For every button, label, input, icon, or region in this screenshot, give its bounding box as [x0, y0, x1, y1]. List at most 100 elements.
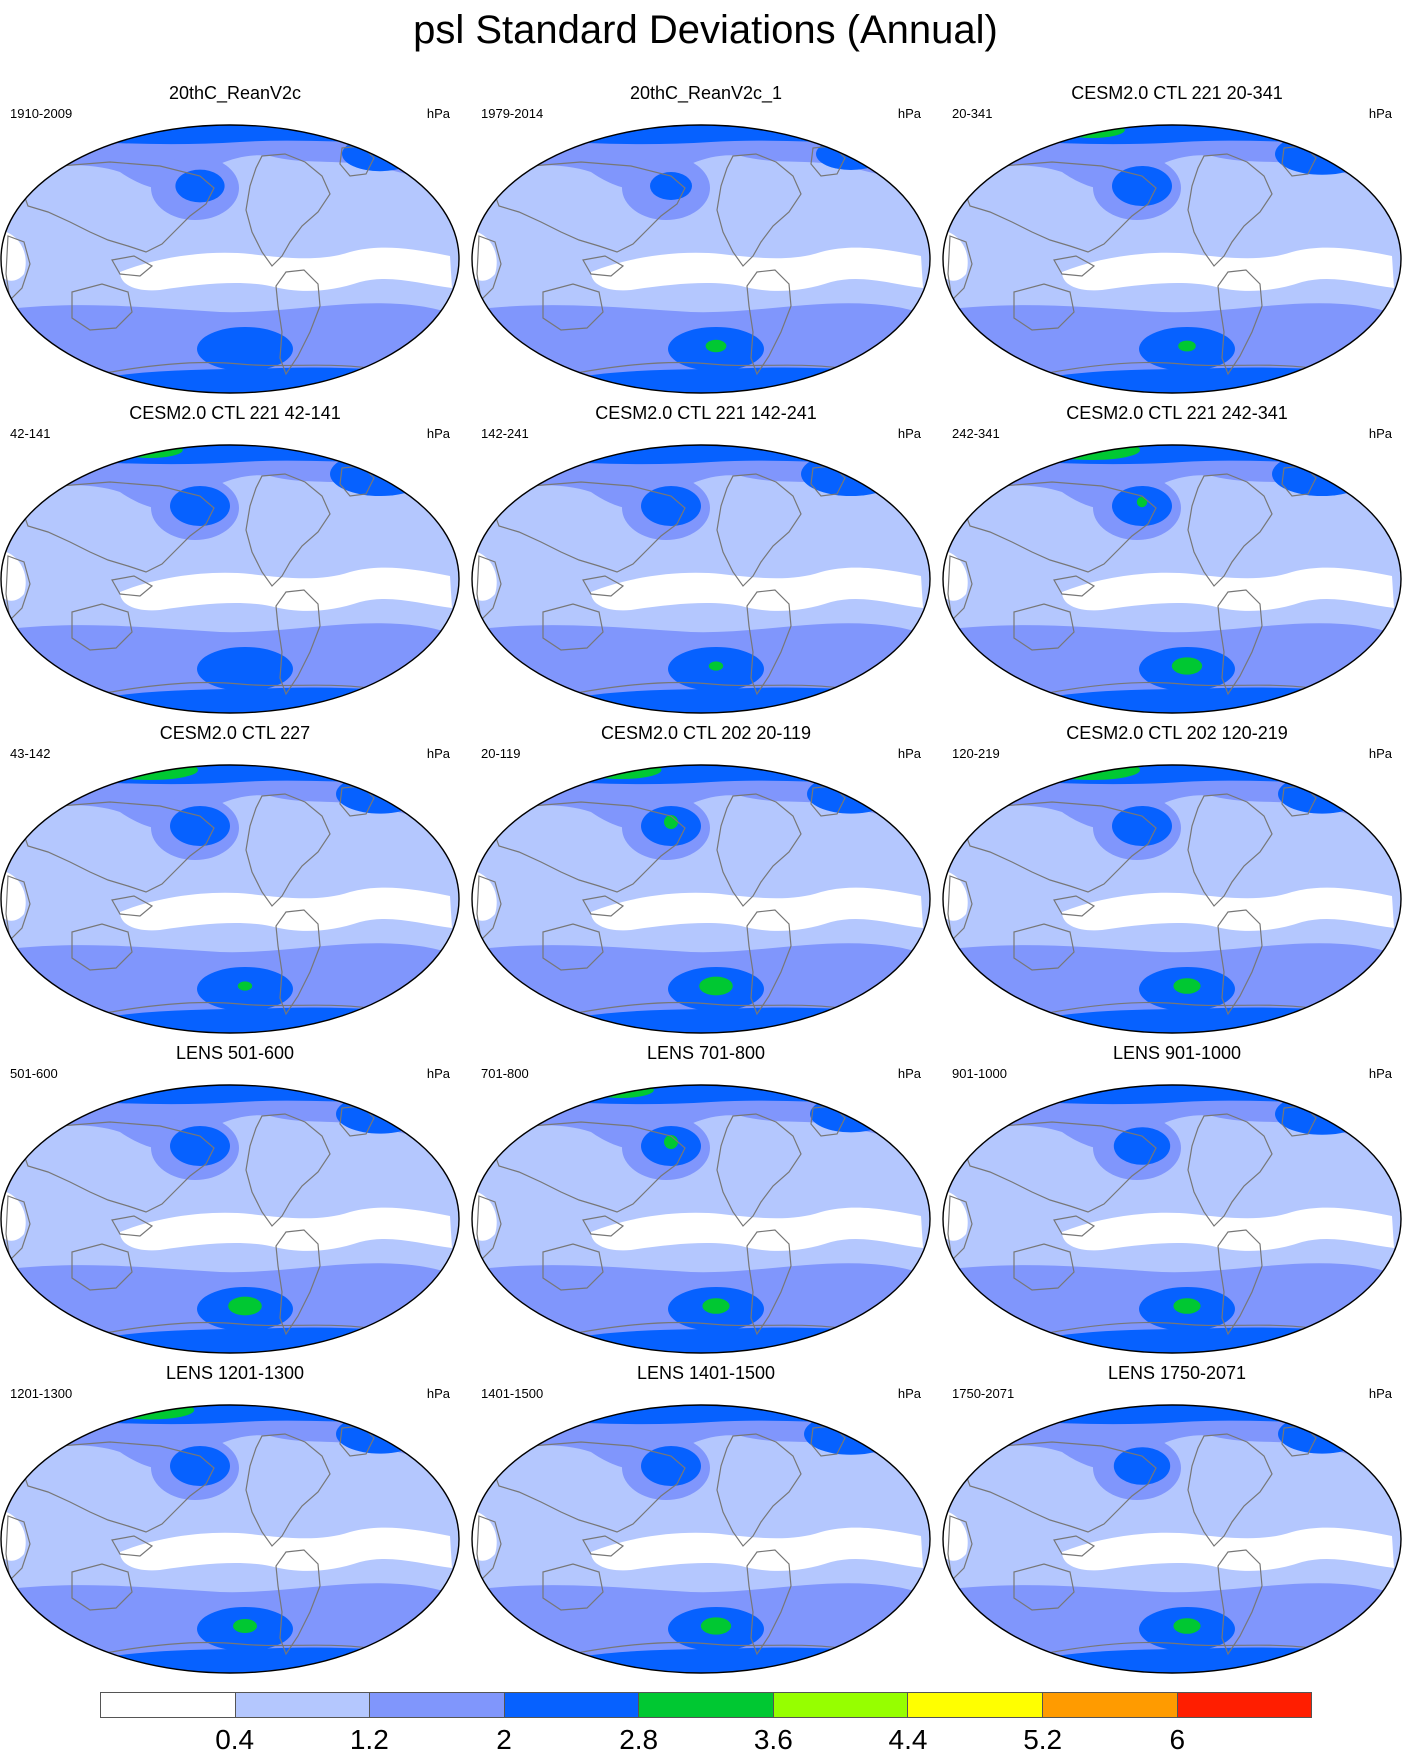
- coastline: [947, 1515, 973, 1582]
- southern-ocean-peak: [702, 1298, 730, 1314]
- coastline: [245, 473, 331, 587]
- arctic-maximum: [531, 445, 891, 465]
- colorbar-box: [1177, 1693, 1312, 1717]
- coastline: [5, 555, 31, 622]
- north-atlantic-maximum: [1278, 774, 1366, 814]
- colorbar-label: 2: [496, 1724, 512, 1755]
- tropical-minimum: [591, 1527, 923, 1571]
- arctic-maximum: [60, 445, 420, 465]
- tropical-minimum: [1062, 1207, 1394, 1251]
- coastline: [1053, 1535, 1096, 1557]
- colorbar-box: [504, 1693, 640, 1717]
- map-panel: CESM2.0 CTL 202 120-219 120-219 hPa: [942, 722, 1411, 1042]
- map-border: [0, 764, 460, 1034]
- colorbar-box: [908, 1693, 1043, 1717]
- panel-units: hPa: [426, 106, 450, 121]
- arctic-maximum: [531, 1405, 891, 1425]
- coastline: [961, 481, 1157, 573]
- coastline: [961, 1121, 1157, 1213]
- panel-units: hPa: [897, 1386, 921, 1401]
- map-panel: CESM2.0 CTL 221 42-141 42-141 hPa: [0, 402, 470, 722]
- arctic-maximum: [60, 1405, 420, 1425]
- map-border: [942, 1404, 1402, 1674]
- coastline: [71, 603, 133, 651]
- north-atlantic-maximum: [336, 774, 424, 814]
- panel-units: hPa: [1368, 426, 1392, 441]
- panel-period: 142-241: [481, 426, 529, 441]
- coastline: [245, 1113, 331, 1227]
- coastline: [476, 235, 502, 302]
- north-atlantic-maximum: [816, 138, 886, 170]
- north-pacific-maximum: [641, 1446, 701, 1486]
- north-atlantic-maximum: [336, 1094, 424, 1134]
- coastline: [71, 1243, 133, 1291]
- map-plot: [942, 1084, 1402, 1354]
- coastline: [582, 1215, 625, 1237]
- tropical-minimum: [120, 887, 452, 931]
- coastline: [19, 161, 215, 253]
- panel-period: 701-800: [481, 1066, 529, 1081]
- map-plot: [0, 1084, 460, 1354]
- panel-units: hPa: [426, 746, 450, 761]
- map-border: [0, 1404, 460, 1674]
- coastline: [947, 1195, 973, 1262]
- map-panel: CESM2.0 CTL 227 43-142 hPa: [0, 722, 470, 1042]
- coastline: [1187, 473, 1273, 587]
- tropical-minimum: [1062, 887, 1394, 931]
- coastline: [19, 1441, 215, 1533]
- coastline: [582, 255, 625, 277]
- tropical-minimum: [591, 887, 923, 931]
- arctic-maximum: [531, 1085, 891, 1105]
- map-panel: LENS 1750-2071 1750-2071 hPa: [942, 1362, 1411, 1682]
- southern-ocean-peak: [237, 981, 253, 991]
- panel-units: hPa: [426, 426, 450, 441]
- coastline: [1013, 1563, 1075, 1611]
- panel-title: CESM2.0 CTL 221 20-341: [1071, 83, 1283, 103]
- coastline: [1013, 923, 1075, 971]
- map-border: [942, 124, 1402, 394]
- map-border: [471, 124, 931, 394]
- north-pacific-maximum: [1112, 806, 1172, 846]
- coastline: [71, 283, 133, 331]
- coastline: [1187, 793, 1273, 907]
- coastline: [245, 153, 331, 267]
- map-panel: LENS 501-600 501-600 hPa: [0, 1042, 470, 1362]
- colorbar-label: 0.4: [215, 1724, 255, 1755]
- north-pacific-maximum: [175, 169, 225, 203]
- coastline: [71, 1563, 133, 1611]
- coastline: [490, 161, 686, 253]
- coastline: [111, 895, 154, 917]
- map-panel: LENS 901-1000 901-1000 hPa: [942, 1042, 1411, 1362]
- coastline: [1053, 575, 1096, 597]
- coastline: [1013, 1243, 1075, 1291]
- map-panel: 20thC_ReanV2c 1910-2009 hPa: [0, 82, 470, 402]
- north-pacific-maximum: [170, 1446, 230, 1486]
- southern-ocean-peak: [1171, 657, 1203, 675]
- panel-units: hPa: [1368, 1066, 1392, 1081]
- panel-title: LENS 901-1000: [1112, 1043, 1242, 1063]
- north-pacific-maximum: [170, 486, 230, 526]
- map-plot: [942, 124, 1402, 394]
- north-atlantic-maximum: [1275, 1093, 1369, 1135]
- coastline: [961, 1441, 1157, 1533]
- panel-units: hPa: [426, 1386, 450, 1401]
- arctic-maximum: [1002, 125, 1362, 145]
- southern-ocean-peak: [699, 976, 733, 996]
- coastline: [716, 153, 802, 267]
- map-panel: CESM2.0 CTL 221 142-241 142-241 hPa: [471, 402, 941, 722]
- tropical-minimum: [120, 1207, 452, 1251]
- panel-units: hPa: [897, 746, 921, 761]
- coastline: [111, 255, 154, 277]
- north-atlantic-maximum: [804, 1413, 898, 1455]
- map-border: [0, 1084, 460, 1354]
- coastline: [947, 235, 973, 302]
- panel-period: 501-600: [10, 1066, 58, 1081]
- arctic-maximum: [1002, 1085, 1362, 1105]
- panel-units: hPa: [897, 426, 921, 441]
- map-plot: [942, 764, 1402, 1034]
- colorbar: [100, 1692, 1312, 1718]
- southern-ocean-peak: [233, 1619, 257, 1633]
- map-panel: 20thC_ReanV2c_1 1979-2014 hPa: [471, 82, 941, 402]
- coastline: [1187, 1113, 1273, 1227]
- panel-title: 20thC_ReanV2c_1: [629, 83, 783, 103]
